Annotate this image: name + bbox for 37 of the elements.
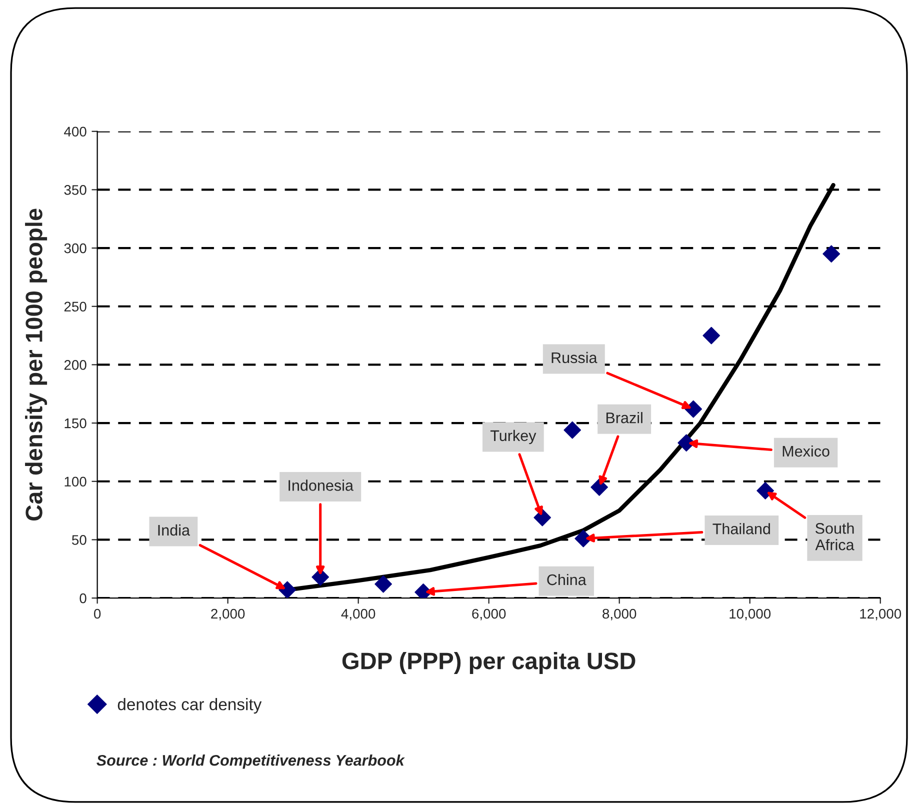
point [756, 482, 774, 500]
annotation: Turkey [490, 430, 536, 444]
annotation: Indonesia [288, 480, 354, 491]
x-tick-label: 10,000 [730, 608, 771, 620]
y-tick-label: 400 [64, 126, 86, 137]
annotation: Brazil [606, 412, 642, 424]
annotation: Thailand [712, 523, 770, 534]
y-axis-title: Car density per 1000 people [25, 208, 48, 521]
y-tick-label: 0 [80, 593, 86, 604]
annotation: India [158, 524, 190, 536]
x-tick-label: 8,000 [602, 608, 636, 620]
x-tick-label: 4,000 [341, 608, 376, 620]
point [822, 245, 840, 263]
x-tick-label: 6,000 [472, 608, 506, 620]
x-tick-label: 2,000 [211, 608, 245, 620]
y-tick-label: 200 [64, 360, 86, 370]
y-tick-label: 250 [64, 302, 86, 312]
point [374, 575, 392, 593]
annotation: Russia [552, 352, 598, 364]
source-note: Source : World Competitiveness Yearbook [96, 754, 405, 769]
point [534, 508, 552, 526]
y-tick-label: 100 [64, 476, 86, 487]
point [702, 326, 720, 344]
x-tick-label: 0 [94, 608, 101, 619]
annotation: Mexico [782, 445, 830, 457]
point [564, 421, 582, 439]
annotation: China [547, 574, 586, 586]
y-tick-label: 50 [72, 535, 86, 545]
point [684, 400, 702, 418]
x-axis-title: GDP (PPP) per capita USD [342, 652, 636, 674]
y-tick-label: 350 [64, 185, 86, 195]
legend-label: denotes car density [118, 698, 262, 714]
x-tick-label: 12,000 [860, 608, 902, 620]
point [278, 581, 296, 598]
y-tick-label: 300 [64, 243, 86, 254]
y-tick-label: 150 [64, 418, 86, 428]
annotation: South Africa [815, 522, 854, 550]
